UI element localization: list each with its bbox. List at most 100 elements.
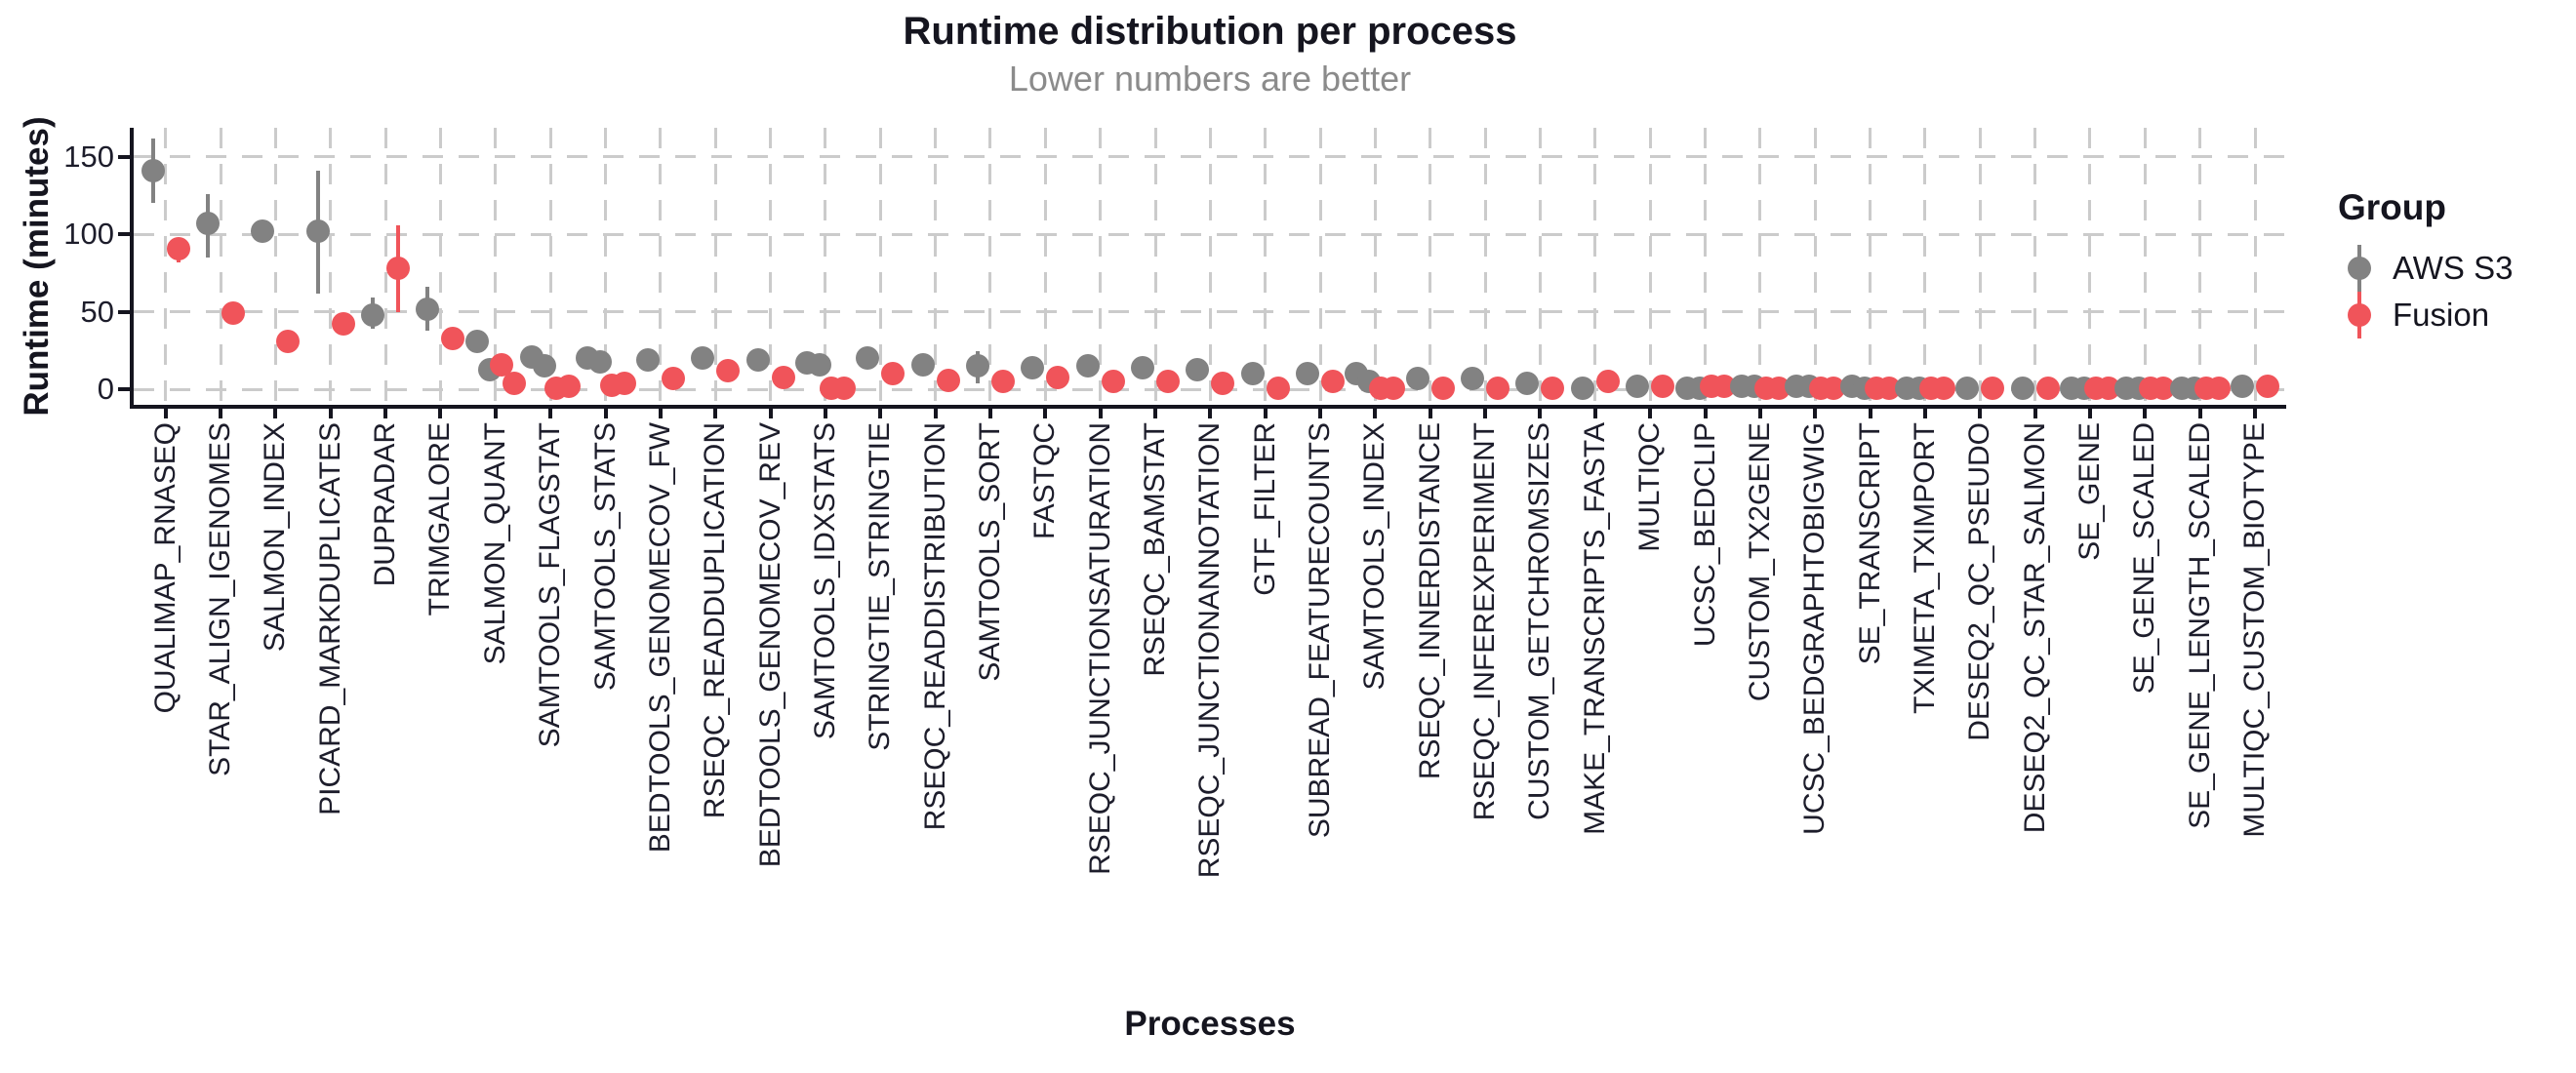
- x-tick-label: SALMON_QUANT: [478, 422, 511, 665]
- x-tick-mark: [1592, 405, 1597, 418]
- x-tick-mark: [328, 405, 333, 418]
- x-tick-mark: [548, 405, 553, 418]
- x-tick-label: SAMTOOLS_FLAGSTAT: [534, 422, 567, 748]
- x-tick-label: SE_GENE: [2073, 422, 2106, 561]
- aws_s3-point: [1515, 371, 1540, 395]
- legend-entry-aws-s3: AWS S3: [2340, 244, 2513, 293]
- x-tick-label: SE_GENE_SCALED: [2128, 422, 2161, 695]
- x-gridline: [769, 128, 773, 405]
- aws_s3-point: [2010, 376, 2034, 400]
- x-gridline: [1043, 128, 1047, 405]
- fusion-point: [441, 326, 465, 350]
- x-tick-mark: [1757, 405, 1762, 418]
- fusion-point: [2256, 375, 2279, 399]
- x-gridline: [1153, 128, 1157, 405]
- fusion-point: [831, 376, 856, 400]
- fusion-point: [386, 257, 411, 281]
- x-tick-mark: [2197, 405, 2202, 418]
- x-tick-label: UCSC_BEDCLIP: [1688, 422, 1721, 648]
- x-gridline: [219, 128, 222, 405]
- x-gridline: [1758, 128, 1762, 405]
- x-gridline: [1429, 128, 1432, 405]
- x-tick-mark: [1978, 405, 1983, 418]
- aws_s3-point: [1570, 376, 1594, 400]
- aws_s3-point: [1461, 367, 1485, 391]
- y-tick-mark: [118, 387, 134, 392]
- aws_s3-point: [1626, 375, 1650, 399]
- y-tick-mark: [118, 309, 134, 314]
- aws_s3-point: [416, 297, 440, 321]
- x-gridline: [604, 128, 607, 405]
- fusion-point: [990, 370, 1015, 394]
- x-tick-label: SAMTOOLS_SORT: [973, 422, 1006, 682]
- y-tick-label: 0: [97, 372, 114, 407]
- fusion-point: [1101, 370, 1125, 394]
- aws_s3-point: [196, 212, 221, 236]
- legend-label: Fusion: [2393, 297, 2490, 333]
- x-tick-mark: [987, 405, 992, 418]
- aws_s3-point: [533, 354, 557, 378]
- x-tick-label: UCSC_BEDGRAPHTOBIGWIG: [1798, 422, 1831, 835]
- x-gridline: [1538, 128, 1542, 405]
- x-gridline: [934, 128, 938, 405]
- x-tick-mark: [1813, 405, 1818, 418]
- aws_s3-point: [745, 348, 770, 373]
- x-tick-label: BEDTOOLS_GENOMECOV_REV: [753, 422, 786, 868]
- x-gridline: [2033, 128, 2037, 405]
- aws_s3-point: [1021, 356, 1045, 380]
- fusion-point: [1486, 376, 1510, 400]
- legend-label: AWS S3: [2393, 250, 2514, 286]
- x-gridline: [1099, 128, 1103, 405]
- fusion-point: [1321, 370, 1346, 394]
- y-tick-mark: [118, 232, 134, 237]
- x-tick-label: GTF_FILTER: [1248, 422, 1281, 596]
- x-tick-label: SE_GENE_LENGTH_SCALED: [2183, 422, 2216, 829]
- aws_s3-point: [1075, 354, 1100, 378]
- x-gridline: [824, 128, 827, 405]
- fusion-point: [1046, 365, 1070, 389]
- x-tick-mark: [1043, 405, 1048, 418]
- aws_s3-point: [1240, 362, 1265, 386]
- x-gridline: [2088, 128, 2092, 405]
- x-gridline: [2143, 128, 2147, 405]
- aws_s3-point: [910, 352, 935, 377]
- x-tick-label: CUSTOM_TX2GENE: [1743, 422, 1776, 702]
- aws_s3-point: [856, 346, 880, 371]
- x-gridline: [713, 128, 717, 405]
- aws_s3-point: [587, 349, 612, 374]
- aws_s3-point: [464, 329, 489, 353]
- x-tick-mark: [2143, 405, 2148, 418]
- x-tick-label: RSEQC_INNERDISTANCE: [1413, 422, 1446, 780]
- x-tick-mark: [2087, 405, 2092, 418]
- x-tick-mark: [1318, 405, 1323, 418]
- x-tick-label: STAR_ALIGN_IGENOMES: [204, 422, 237, 776]
- x-tick-mark: [1263, 405, 1268, 418]
- x-tick-label: RSEQC_READDISTRIBUTION: [918, 422, 951, 831]
- fusion-point: [221, 301, 246, 326]
- x-tick-mark: [768, 405, 773, 418]
- fusion-point: [166, 236, 190, 260]
- fusion-point: [557, 375, 582, 399]
- x-gridline: [1923, 128, 1927, 405]
- x-tick-mark: [219, 405, 223, 418]
- legend-title: Group: [2338, 187, 2446, 227]
- x-tick-label: PICARD_MARKDUPLICATES: [313, 422, 346, 815]
- x-tick-mark: [1538, 405, 1543, 418]
- x-gridline: [438, 128, 442, 405]
- fusion-point: [276, 329, 301, 353]
- x-gridline: [1318, 128, 1322, 405]
- x-tick-label: SAMTOOLS_INDEX: [1358, 422, 1391, 691]
- x-tick-mark: [1648, 405, 1653, 418]
- x-gridline: [1704, 128, 1707, 405]
- x-gridline: [1208, 128, 1212, 405]
- x-tick-label: DUPRADAR: [369, 422, 402, 587]
- x-tick-label: SAMTOOLS_STATS: [588, 422, 622, 692]
- x-tick-mark: [1922, 405, 1927, 418]
- x-tick-label: CUSTOM_GETCHROMSIZES: [1523, 422, 1556, 820]
- x-gridline: [988, 128, 992, 405]
- x-tick-label: DESEQ2_QC_PSEUDO: [1963, 422, 1996, 741]
- fusion-point: [1541, 376, 1565, 400]
- x-tick-label: SUBREAD_FEATURECOUNTS: [1304, 422, 1337, 839]
- aws_s3-point: [635, 348, 660, 373]
- fusion-point: [2206, 376, 2231, 400]
